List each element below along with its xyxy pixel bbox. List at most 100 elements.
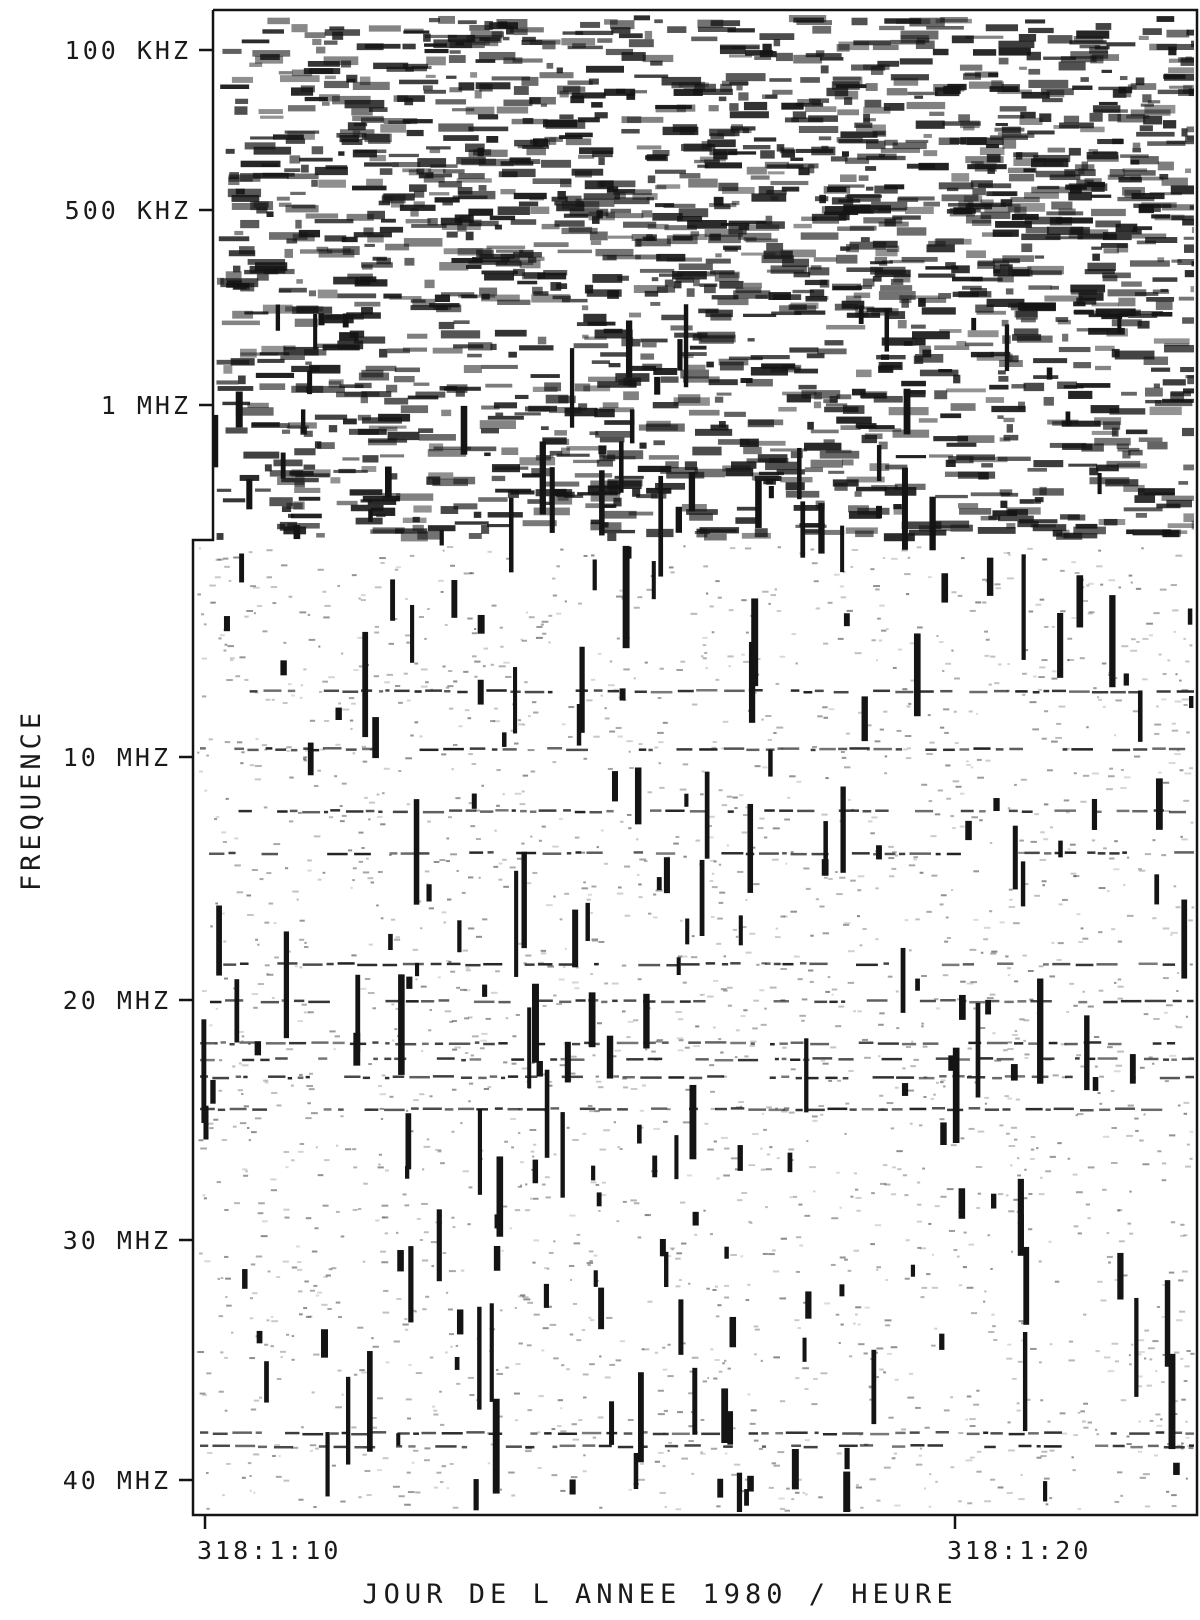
noise-patch bbox=[1005, 355, 1019, 363]
noise-patch bbox=[1079, 44, 1101, 49]
noise-dot bbox=[1006, 1357, 1013, 1360]
noise-dot bbox=[208, 738, 213, 741]
noise-dot bbox=[382, 1457, 389, 1460]
noise-dot bbox=[587, 893, 593, 896]
noise-patch bbox=[1094, 437, 1131, 446]
noise-dot bbox=[327, 1308, 332, 1311]
noise-dot bbox=[1153, 1018, 1160, 1021]
noise-dot bbox=[927, 714, 931, 717]
noise-dot bbox=[425, 1295, 430, 1298]
noise-dot bbox=[451, 1020, 457, 1023]
interference-band bbox=[990, 1432, 1003, 1435]
noise-dot bbox=[626, 1036, 631, 1039]
noise-patch bbox=[997, 415, 1004, 419]
noise-dot bbox=[263, 1079, 269, 1082]
noise-dot bbox=[317, 1291, 323, 1294]
noise-dot bbox=[828, 877, 833, 880]
noise-dot bbox=[689, 1370, 693, 1373]
noise-dot bbox=[322, 871, 326, 874]
noise-dot bbox=[467, 1376, 475, 1379]
noise-dot bbox=[493, 720, 501, 723]
noise-dot bbox=[1113, 1070, 1121, 1073]
noise-dot bbox=[876, 1347, 884, 1350]
noise-patch bbox=[1011, 384, 1026, 389]
noise-dot bbox=[575, 966, 580, 969]
burst-mark bbox=[318, 313, 325, 326]
noise-patch bbox=[233, 284, 247, 290]
noise-dot bbox=[494, 707, 498, 710]
noise-patch bbox=[644, 290, 659, 297]
noise-dot bbox=[810, 548, 815, 551]
noise-patch bbox=[561, 38, 596, 46]
noise-dot bbox=[1045, 1503, 1049, 1506]
noise-dot bbox=[715, 1315, 720, 1318]
interference-band bbox=[494, 1107, 503, 1110]
noise-dot bbox=[395, 1231, 399, 1234]
interference-band bbox=[1025, 1107, 1043, 1111]
burst-mark bbox=[839, 1284, 845, 1297]
noise-dot bbox=[198, 547, 201, 550]
noise-dot bbox=[901, 549, 908, 552]
noise-patch bbox=[976, 353, 1013, 361]
noise-dot bbox=[775, 927, 778, 930]
noise-patch bbox=[563, 213, 589, 218]
noise-dot bbox=[791, 632, 797, 635]
noise-dot bbox=[977, 1130, 985, 1133]
noise-dot bbox=[1189, 1130, 1194, 1133]
noise-dot bbox=[685, 1088, 693, 1091]
noise-dot bbox=[1066, 1010, 1070, 1013]
noise-patch bbox=[913, 355, 924, 365]
burst-mark bbox=[629, 409, 635, 444]
noise-dot bbox=[1110, 1090, 1115, 1093]
noise-patch bbox=[429, 303, 460, 308]
burst-mark bbox=[593, 1270, 598, 1287]
noise-dot bbox=[238, 1062, 242, 1065]
interference-band bbox=[730, 962, 741, 965]
noise-dot bbox=[505, 1366, 509, 1369]
noise-dot bbox=[1189, 1157, 1193, 1160]
noise-dot bbox=[731, 1473, 738, 1476]
noise-patch bbox=[694, 468, 726, 478]
noise-dot bbox=[713, 1140, 717, 1143]
noise-patch bbox=[1111, 319, 1142, 327]
noise-dot bbox=[323, 719, 330, 722]
noise-patch bbox=[281, 478, 319, 483]
noise-patch bbox=[688, 409, 720, 416]
noise-dot bbox=[464, 1017, 470, 1020]
burst-mark bbox=[929, 496, 936, 551]
interference-band bbox=[856, 963, 878, 967]
interference-band bbox=[638, 963, 661, 967]
noise-dot bbox=[580, 851, 586, 854]
noise-patch bbox=[550, 282, 562, 291]
noise-dot bbox=[487, 1086, 492, 1089]
noise-dot bbox=[207, 1122, 214, 1125]
noise-dot bbox=[1126, 856, 1130, 859]
noise-patch bbox=[434, 294, 451, 303]
noise-patch bbox=[494, 466, 529, 470]
noise-patch bbox=[427, 218, 438, 226]
noise-patch bbox=[356, 43, 384, 51]
noise-patch bbox=[651, 277, 659, 282]
noise-patch bbox=[465, 231, 474, 241]
noise-patch bbox=[1021, 91, 1050, 99]
noise-patch bbox=[557, 249, 592, 254]
noise-patch bbox=[464, 143, 485, 153]
noise-dot bbox=[218, 1390, 224, 1393]
noise-patch bbox=[1180, 57, 1194, 66]
noise-patch bbox=[394, 528, 428, 534]
interference-band bbox=[392, 810, 408, 814]
noise-dot bbox=[1087, 1421, 1092, 1424]
noise-patch bbox=[788, 15, 827, 23]
noise-patch bbox=[551, 196, 568, 202]
noise-dot bbox=[474, 627, 477, 630]
interference-band bbox=[1132, 809, 1148, 813]
noise-patch bbox=[475, 59, 496, 63]
noise-dot bbox=[247, 1462, 252, 1465]
noise-dot bbox=[450, 1345, 453, 1348]
noise-patch bbox=[324, 235, 347, 242]
noise-patch bbox=[1033, 154, 1071, 163]
noise-patch bbox=[1168, 46, 1177, 56]
noise-dot bbox=[620, 820, 624, 823]
noise-dot bbox=[1162, 977, 1169, 980]
noise-dot bbox=[544, 1176, 550, 1179]
